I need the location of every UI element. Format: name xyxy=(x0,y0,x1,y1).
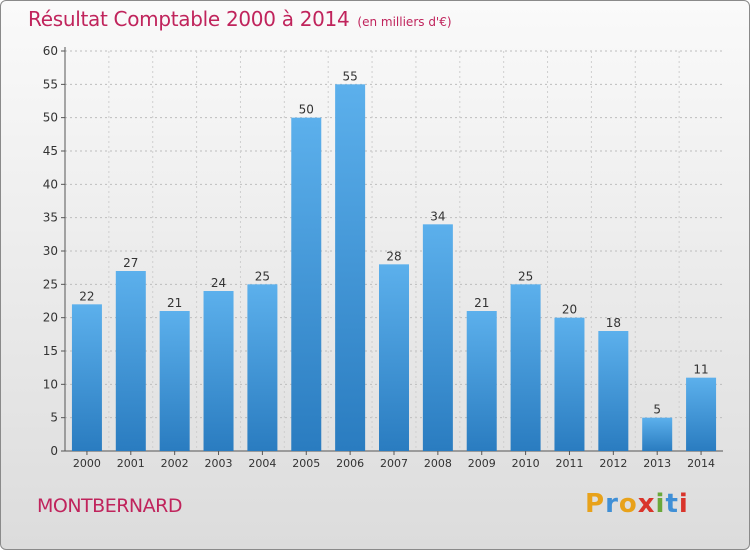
y-tick-label: 5 xyxy=(50,411,58,425)
chart-title: Résultat Comptable 2000 à 2014 xyxy=(28,7,350,31)
bar-2006 xyxy=(335,84,366,451)
logo-letter: i xyxy=(678,489,689,519)
bar-2005 xyxy=(291,117,322,452)
y-tick-label: 30 xyxy=(43,244,58,258)
data-labels: 22 27 21 24 25 50 55 28 34 21 25 20 18 5 11 xyxy=(79,69,708,416)
logo-letter: t xyxy=(665,489,679,519)
bar-2012 xyxy=(598,331,629,451)
x-tick-label: 2007 xyxy=(380,457,408,470)
logo-letter: P xyxy=(585,489,606,519)
data-label-2006: 55 xyxy=(342,69,357,83)
bar-2001 xyxy=(115,271,146,451)
data-label-2009: 21 xyxy=(474,296,489,310)
x-tick-label: 2005 xyxy=(292,457,320,470)
y-tick-label: 50 xyxy=(43,111,58,125)
bar-2011 xyxy=(554,317,585,451)
bar-2014 xyxy=(686,377,717,451)
x-tick-label: 2003 xyxy=(205,457,233,470)
y-tick-label: 35 xyxy=(43,211,58,225)
x-tick-label: 2012 xyxy=(599,457,627,470)
proxiti-logo: Proxiti xyxy=(585,489,689,519)
logo-letter: r xyxy=(605,489,619,519)
grid-lines xyxy=(65,50,723,451)
y-tick-labels: 0 5 10 15 20 25 30 35 40 45 50 55 60 xyxy=(43,44,58,458)
x-tick-label: 2011 xyxy=(555,457,583,470)
x-tick-label: 2002 xyxy=(161,457,189,470)
logo-letter: x xyxy=(637,489,656,519)
x-tick-label: 2001 xyxy=(117,457,145,470)
x-tick-label: 2006 xyxy=(336,457,364,470)
data-label-2001: 27 xyxy=(123,256,138,270)
x-tick-label: 2013 xyxy=(643,457,671,470)
bar-2002 xyxy=(159,311,190,451)
x-tick-label: 2004 xyxy=(248,457,276,470)
data-label-2003: 24 xyxy=(211,276,226,290)
y-tick-label: 0 xyxy=(50,444,58,458)
logo-letter: o xyxy=(618,489,638,519)
title-block: Résultat Comptable 2000 à 2014 (en millie… xyxy=(28,7,452,31)
x-tick-label: 2009 xyxy=(468,457,496,470)
bar-2013 xyxy=(642,417,673,451)
x-tick-label: 2010 xyxy=(512,457,540,470)
bar-2009 xyxy=(466,311,497,451)
data-label-2011: 20 xyxy=(562,303,577,317)
x-tick-label: 2014 xyxy=(687,457,715,470)
y-tick-label: 25 xyxy=(43,277,58,291)
x-tick-labels: 2000 2001 2002 2003 2004 2005 2006 2007 2008 2009… xyxy=(73,457,715,470)
y-tick-label: 40 xyxy=(43,177,58,191)
chart-subtitle: (en milliers d'€) xyxy=(357,15,452,29)
y-tick-label: 20 xyxy=(43,311,58,325)
bar-2010 xyxy=(510,284,541,451)
data-label-2005: 50 xyxy=(299,103,314,117)
data-label-2008: 34 xyxy=(430,209,445,223)
bar-2007 xyxy=(379,264,409,451)
bar-2008 xyxy=(422,224,453,451)
y-tick-label: 60 xyxy=(43,44,58,58)
data-label-2007: 28 xyxy=(386,249,401,263)
commune-name: MONTBERNARD xyxy=(37,495,182,517)
data-label-2012: 18 xyxy=(606,316,621,330)
y-tick-label: 55 xyxy=(43,77,58,91)
data-label-2004: 25 xyxy=(255,269,270,283)
y-tick-label: 45 xyxy=(43,144,58,158)
x-tick-label: 2008 xyxy=(424,457,452,470)
y-tick-label: 15 xyxy=(43,344,58,358)
bar-2003 xyxy=(203,291,234,451)
data-label-2002: 21 xyxy=(167,296,182,310)
data-label-2010: 25 xyxy=(518,269,533,283)
logo-letter: i xyxy=(655,489,666,519)
x-tick-label: 2000 xyxy=(73,457,101,470)
y-tick-label: 10 xyxy=(43,377,58,391)
bars xyxy=(71,84,717,452)
data-label-2014: 11 xyxy=(693,363,708,377)
bar-2004 xyxy=(247,284,278,451)
data-label-2013: 5 xyxy=(653,403,661,417)
bar-2000 xyxy=(71,304,102,451)
data-label-2000: 22 xyxy=(79,289,94,303)
